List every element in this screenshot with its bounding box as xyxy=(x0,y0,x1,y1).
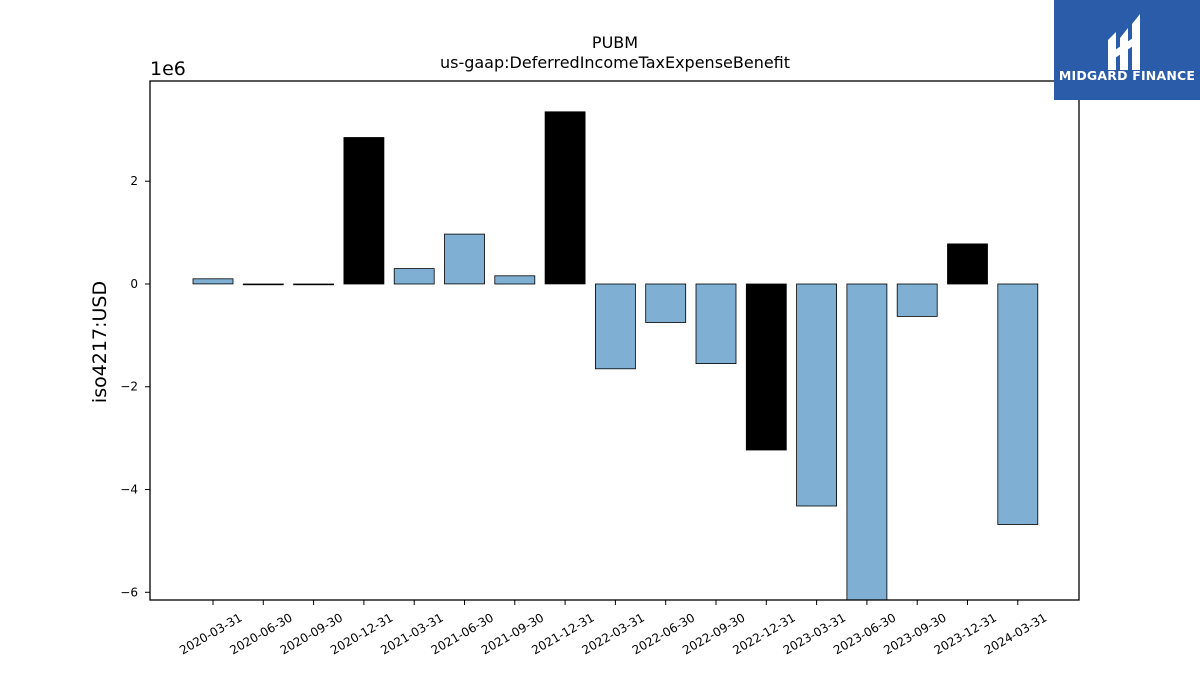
x-axis-ticks: 2020-03-312020-06-302020-09-302020-12-31… xyxy=(177,600,1049,657)
bar-2020-06-30 xyxy=(242,283,284,286)
bar-2021-09-30 xyxy=(494,275,536,285)
y-tick-label: −2 xyxy=(120,380,138,394)
bar-2022-03-31 xyxy=(595,283,636,370)
chart-title: PUBM xyxy=(592,33,638,52)
bar-2020-03-31 xyxy=(192,278,234,285)
bar-2020-12-31 xyxy=(343,137,385,285)
bar-2023-06-30 xyxy=(846,283,888,601)
bar-2022-09-30 xyxy=(695,283,737,364)
bar-2021-06-30 xyxy=(444,233,485,285)
bar-2023-12-31 xyxy=(947,243,988,285)
y-tick-label: 0 xyxy=(130,277,138,291)
midgard-logo-icon xyxy=(1108,14,1140,70)
bar-2020-09-30 xyxy=(293,283,335,286)
bar-2023-03-31 xyxy=(796,283,837,507)
y-axis-ticks: 2 0 −2 −4 −6 xyxy=(120,174,150,599)
bar-2023-09-30 xyxy=(896,283,938,317)
chart-subtitle: us-gaap:DeferredIncomeTaxExpenseBenefit xyxy=(440,53,790,72)
logo-text: MIDGARD FINANCE xyxy=(1058,68,1196,83)
bar-2024-03-31 xyxy=(997,283,1039,525)
bar-2021-03-31 xyxy=(393,268,435,285)
bars xyxy=(192,111,1039,601)
bar-2022-12-31 xyxy=(745,283,787,451)
bar-2022-06-30 xyxy=(645,283,687,323)
y-scale-label: 1e6 xyxy=(150,58,186,80)
y-tick-label: 2 xyxy=(130,174,138,188)
bar-2021-12-31 xyxy=(544,111,586,285)
midgard-logo: MIDGARD FINANCE xyxy=(1054,0,1200,100)
plot-frame xyxy=(149,80,1080,601)
y-tick-label: −6 xyxy=(120,585,138,599)
y-axis-label: iso4217:USD xyxy=(89,281,111,403)
y-tick-label: −4 xyxy=(120,483,138,497)
